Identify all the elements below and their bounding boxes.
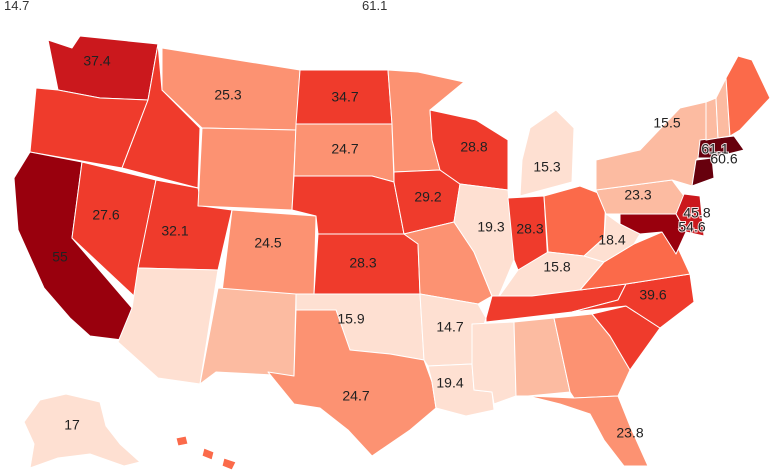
state-value-label-ks: 28.3 [349, 255, 376, 271]
state-value-label-pa: 23.3 [624, 187, 651, 203]
state-value-label-ak: 17 [64, 417, 80, 433]
state-value-label-wa: 37.4 [83, 53, 110, 69]
state-ct[interactable] [691, 157, 715, 187]
state-value-label-fl: 23.8 [616, 425, 643, 441]
state-value-label-nd: 34.7 [331, 89, 358, 105]
state-value-label-ny: 15.5 [653, 115, 680, 131]
state-value-label-nc: 39.6 [639, 287, 666, 303]
state-az[interactable] [117, 267, 219, 385]
state-value-label-ct: 60.6 [710, 151, 737, 167]
state-value-label-la: 19.4 [436, 375, 463, 391]
state-ak[interactable] [23, 393, 141, 469]
legend-max-label: 61.1 [362, 0, 388, 13]
state-value-label-nv: 27.6 [92, 207, 119, 223]
state-value-label-ar: 14.7 [436, 319, 463, 335]
state-mi[interactable] [519, 109, 575, 197]
state-value-label-il: 19.3 [477, 219, 504, 235]
state-md[interactable] [619, 213, 687, 255]
state-value-label-ok: 15.9 [337, 311, 364, 327]
state-tx[interactable] [267, 309, 437, 457]
state-value-label-ut: 32.1 [161, 223, 188, 239]
state-value-label-ky: 15.8 [543, 259, 570, 275]
state-sc[interactable] [591, 305, 661, 371]
state-nj[interactable] [675, 193, 705, 237]
state-value-label-in: 28.3 [516, 221, 543, 237]
state-value-label-ca: 55 [52, 249, 68, 265]
state-me[interactable] [725, 55, 771, 137]
state-value-label-wi: 28.8 [460, 139, 487, 155]
state-value-label-mt: 25.3 [214, 87, 241, 103]
state-value-label-wv: 18.4 [598, 232, 625, 248]
state-value-label-tx: 24.7 [342, 388, 369, 404]
state-value-label-nj: 45.8 [683, 205, 710, 221]
legend-min-label: 14.7 [4, 0, 30, 13]
state-value-label-sd: 24.7 [331, 141, 358, 157]
state-value-label-ia: 29.2 [414, 189, 441, 205]
state-fl[interactable] [527, 395, 649, 467]
state-value-label-co: 24.5 [254, 235, 281, 251]
state-nm[interactable] [199, 287, 297, 385]
state-value-label-md: 54.6 [678, 219, 705, 235]
state-wy[interactable] [197, 127, 297, 211]
state-hi[interactable] [175, 435, 237, 470]
state-nc[interactable] [571, 273, 695, 329]
state-value-label-ma: 61.1 [701, 141, 728, 157]
state-value-label-mi: 15.3 [533, 159, 560, 175]
state-co[interactable] [221, 209, 317, 297]
state-al[interactable] [513, 317, 571, 397]
